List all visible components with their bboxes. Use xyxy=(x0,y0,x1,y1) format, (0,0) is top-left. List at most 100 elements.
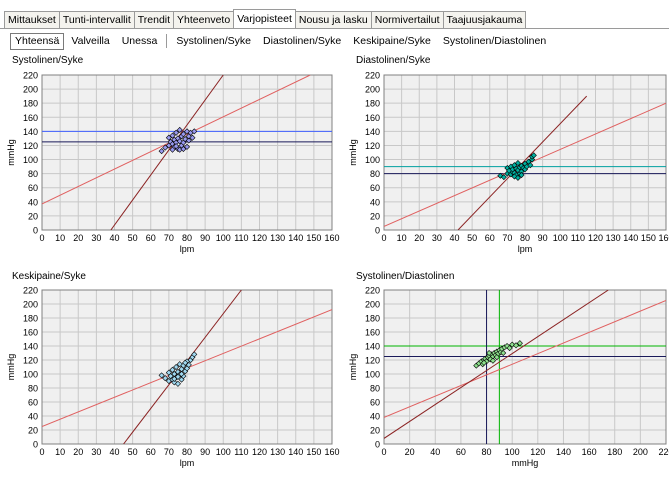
x-tick-label: 100 xyxy=(216,447,231,457)
data-point xyxy=(500,349,507,357)
data-point xyxy=(174,380,181,387)
chart-2: Diastolinen/Syke020406080100120140160180… xyxy=(348,55,669,254)
y-tick-label: 80 xyxy=(28,169,38,179)
y-tick-label: 80 xyxy=(370,169,380,179)
data-point xyxy=(489,357,496,364)
y-axis-label: mmHg xyxy=(6,354,16,381)
y-tick-label: 100 xyxy=(23,370,38,380)
data-point xyxy=(518,172,525,179)
x-tick-label: 160 xyxy=(324,233,339,243)
tab-taajuusjakauma[interactable]: Taajuusjakauma xyxy=(442,11,527,28)
x-tick-label: 30 xyxy=(432,233,442,243)
x-tick-label: 0 xyxy=(381,447,386,457)
main-tab-bar: Mittaukset Tunti-intervallit Trendit Yhteen… xyxy=(4,9,527,28)
y-tick-label: 180 xyxy=(23,314,38,324)
data-point xyxy=(511,173,518,180)
y-axis-label: mmHg xyxy=(348,139,358,166)
x-tick-label: 200 xyxy=(633,447,648,457)
subtab-valveilla[interactable]: Valveilla xyxy=(71,34,110,47)
y-tick-label: 200 xyxy=(23,300,38,310)
x-tick-label: 100 xyxy=(216,233,231,243)
y-tick-label: 220 xyxy=(23,71,38,81)
x-tick-label: 90 xyxy=(538,233,548,243)
y-tick-label: 120 xyxy=(365,356,380,366)
y-tick-label: 60 xyxy=(28,183,38,193)
data-point xyxy=(493,354,500,361)
data-point xyxy=(165,134,172,141)
data-point xyxy=(185,137,192,144)
y-tick-label: 40 xyxy=(370,412,380,422)
x-tick-label: 60 xyxy=(456,447,466,457)
data-point xyxy=(180,131,187,138)
tab-trendit[interactable]: Trendit xyxy=(133,11,175,28)
data-point xyxy=(514,160,521,167)
regression-line xyxy=(384,300,666,418)
x-tick-label: 130 xyxy=(270,233,285,243)
plot-border xyxy=(41,289,333,445)
tab-normivertailut[interactable]: Normivertailut xyxy=(370,11,444,28)
y-tick-label: 160 xyxy=(365,328,380,338)
x-tick-label: 120 xyxy=(252,447,267,457)
regression-line xyxy=(384,290,609,439)
x-tick-label: 100 xyxy=(505,447,520,457)
plot-border xyxy=(383,289,667,445)
x-tick-label: 0 xyxy=(381,233,386,243)
x-tick-label: 130 xyxy=(606,233,621,243)
plot-border xyxy=(41,74,333,231)
x-tick-label: 40 xyxy=(109,233,119,243)
chart-title: Systolinen/Syke xyxy=(12,55,84,66)
subtab-systolinen-diastolinen[interactable]: Systolinen/Diastolinen xyxy=(442,34,547,47)
y-tick-label: 220 xyxy=(23,286,38,296)
chart-title: Diastolinen/Syke xyxy=(356,55,431,66)
y-tick-label: 0 xyxy=(375,226,380,236)
tab-nousu-ja-lasku[interactable]: Nousu ja lasku xyxy=(294,11,372,28)
tab-varjopisteet[interactable]: Varjopisteet xyxy=(233,9,296,28)
data-point xyxy=(530,152,537,159)
x-tick-label: 40 xyxy=(449,233,459,243)
x-tick-label: 30 xyxy=(91,447,101,457)
x-tick-label: 50 xyxy=(128,233,138,243)
y-tick-label: 200 xyxy=(365,300,380,310)
x-axis-label: lpm xyxy=(180,244,195,254)
x-tick-label: 160 xyxy=(582,447,597,457)
y-tick-label: 180 xyxy=(365,99,380,109)
subtab-keskipaine-syke[interactable]: Keskipaine/Syke xyxy=(353,34,431,47)
chart-3: Keskipaine/Syke0204060801001201401601802… xyxy=(6,271,340,468)
x-tick-label: 70 xyxy=(502,233,512,243)
y-tick-label: 60 xyxy=(28,398,38,408)
x-tick-label: 100 xyxy=(553,233,568,243)
chart-title: Keskipaine/Syke xyxy=(12,271,86,282)
x-tick-label: 160 xyxy=(658,233,669,243)
data-point xyxy=(182,359,189,366)
data-point xyxy=(183,143,191,150)
tab-bar-underline xyxy=(0,28,669,29)
x-tick-label: 10 xyxy=(397,233,407,243)
x-tick-label: 110 xyxy=(234,447,248,457)
data-point xyxy=(185,361,192,368)
x-tick-label: 110 xyxy=(571,233,585,243)
y-axis-label: mmHg xyxy=(348,354,358,381)
subtab-diastolinen-syke[interactable]: Diastolinen/Syke xyxy=(263,34,342,47)
x-tick-label: 110 xyxy=(234,233,248,243)
tab-yhteenveto[interactable]: Yhteenveto xyxy=(173,11,235,28)
y-tick-label: 80 xyxy=(370,384,380,394)
y-tick-label: 40 xyxy=(370,197,380,207)
data-point xyxy=(176,126,183,133)
subtab-systolinen-syke[interactable]: Systolinen/Syke xyxy=(176,34,252,47)
x-tick-label: 20 xyxy=(73,447,83,457)
data-point xyxy=(513,342,520,349)
x-tick-label: 40 xyxy=(109,447,119,457)
y-tick-label: 20 xyxy=(28,426,38,436)
y-tick-label: 160 xyxy=(23,113,38,123)
subtab-yhteens-[interactable]: Yhteensä xyxy=(10,32,65,50)
x-tick-label: 120 xyxy=(252,233,267,243)
data-point xyxy=(180,145,187,153)
subtab-unessa[interactable]: Unessa xyxy=(121,34,158,47)
x-tick-label: 80 xyxy=(182,233,192,243)
x-tick-label: 160 xyxy=(324,447,339,457)
x-tick-label: 60 xyxy=(146,447,156,457)
data-point xyxy=(183,128,191,135)
data-point xyxy=(171,375,178,382)
tab-tunti-intervallit[interactable]: Tunti-intervallit xyxy=(58,11,135,28)
x-tick-label: 10 xyxy=(55,447,65,457)
